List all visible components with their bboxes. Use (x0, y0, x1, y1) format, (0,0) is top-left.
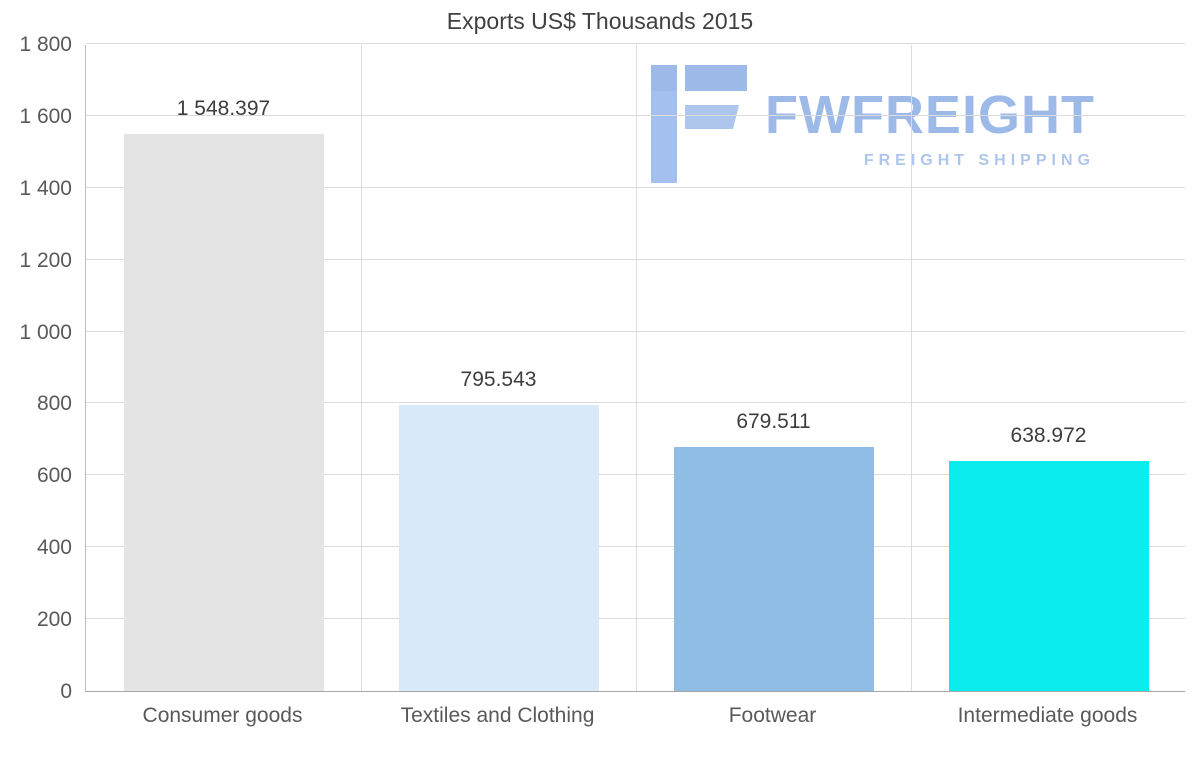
gridline-horizontal (86, 618, 1185, 620)
gridline-vertical (911, 45, 912, 691)
y-axis: 0 200 400 600 800 1 000 1 200 1 400 1 600 1 800 (0, 33, 85, 703)
y-tick-label: 1 000 (19, 320, 72, 344)
gridline-horizontal (86, 330, 1185, 332)
bar-footwear (673, 446, 874, 691)
x-category-label: Footwear (728, 704, 817, 727)
y-tick-label: 600 (36, 464, 72, 488)
y-tick-label: 400 (36, 536, 72, 560)
plot-area: FWFREIGHT FREIGHT SHIPPING 1 548.397 795.… (85, 43, 1185, 692)
gridline-horizontal (86, 402, 1185, 404)
watermark-text: FWFREIGHT FREIGHT SHIPPING (765, 65, 1095, 170)
gridline-horizontal (86, 186, 1185, 188)
bar-value-label: 679.511 (736, 409, 811, 433)
watermark: FWFREIGHT FREIGHT SHIPPING (651, 65, 1095, 183)
bar-value-label: 1 548.397 (176, 97, 271, 121)
x-category-label: Textiles and Clothing (400, 704, 595, 727)
y-tick-label: 1 400 (19, 176, 72, 200)
y-tick-label: 1 200 (19, 248, 72, 272)
bar-consumer-goods (123, 134, 324, 691)
gridline-horizontal (86, 546, 1185, 548)
y-tick-label: 800 (36, 392, 72, 416)
bar-value-label: 795.543 (460, 368, 537, 392)
y-tick-label: 200 (36, 608, 72, 632)
fwfreight-logo-icon (651, 65, 747, 183)
watermark-subtitle: FREIGHT SHIPPING (863, 151, 1095, 169)
chart-title: Exports US$ Thousands 2015 (446, 8, 754, 34)
gridline-horizontal (86, 43, 1185, 44)
bar-value-label: 638.972 (1010, 424, 1087, 448)
gridline-horizontal (86, 258, 1185, 260)
gridline-vertical (361, 45, 362, 691)
y-tick-label: 0 (60, 680, 72, 703)
x-axis: Consumer goods Textiles and Clothing Footw… (85, 704, 1185, 728)
bar-textiles-and-clothing (398, 405, 599, 691)
x-category-label: Intermediate goods (957, 704, 1138, 727)
gridline-vertical (636, 45, 637, 691)
y-tick-label: 1 800 (19, 33, 72, 56)
gridline-horizontal (86, 474, 1185, 476)
x-category-label: Consumer goods (142, 704, 303, 727)
gridline-horizontal (86, 114, 1185, 116)
y-tick-label: 1 600 (19, 104, 72, 128)
bar-intermediate-goods (948, 461, 1149, 691)
